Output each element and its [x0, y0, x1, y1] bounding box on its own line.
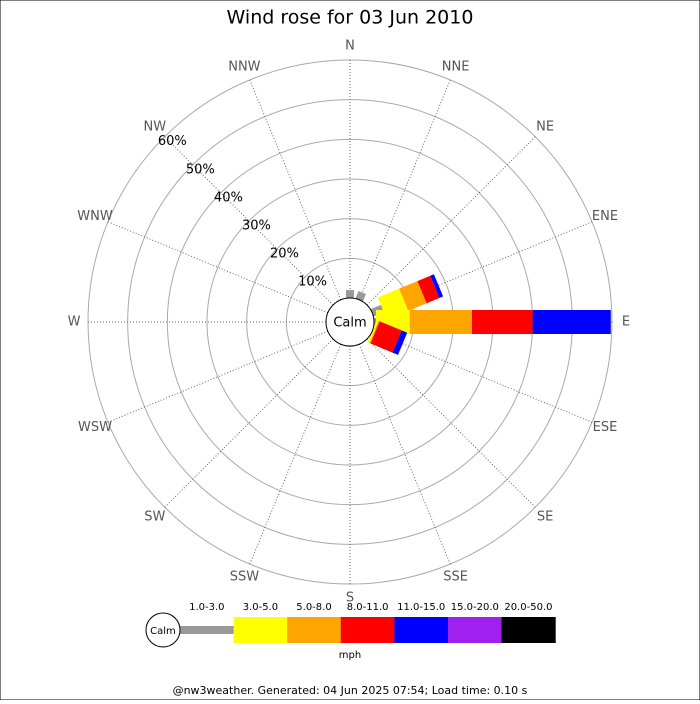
direction-bar	[374, 310, 611, 334]
bar-segment	[346, 290, 354, 298]
bar-segment	[355, 290, 366, 302]
direction-label: NNW	[228, 60, 260, 75]
r-tick-label: 10%	[298, 274, 327, 289]
r-tick-label: 50%	[186, 162, 215, 177]
direction-label: WSW	[78, 420, 112, 435]
legend-swatch	[180, 626, 235, 634]
calm-label: Calm	[333, 316, 366, 331]
direction-bar	[355, 290, 366, 302]
spoke	[107, 221, 329, 314]
bar-segment	[399, 281, 427, 311]
direction-bar	[367, 320, 408, 355]
legend-swatch	[340, 617, 395, 643]
direction-label: NNE	[442, 60, 470, 75]
spoke	[358, 343, 451, 565]
legend-label: 3.0-5.0	[243, 602, 278, 613]
bar-segment	[370, 321, 402, 353]
spoke	[366, 136, 536, 306]
direction-label: SW	[144, 510, 165, 525]
legend-swatch	[501, 617, 556, 643]
bar-segment	[417, 275, 440, 304]
direction-label: E	[622, 315, 630, 330]
direction-label: SE	[537, 510, 553, 525]
bar-segment	[430, 274, 444, 298]
r-tick-label: 60%	[158, 134, 187, 149]
bar-segment	[471, 310, 533, 334]
bar-segment	[392, 330, 408, 355]
legend-label: 1.0-3.0	[189, 602, 224, 613]
legend-label: 5.0-8.0	[296, 602, 331, 613]
chart-title: Wind rose for 03 Jun 2010	[227, 7, 474, 29]
r-tick-label: 20%	[270, 246, 299, 261]
direction-label: NE	[536, 119, 554, 134]
spoke	[249, 79, 342, 301]
footer: @nw3weather. Generated: 04 Jun 2025 07:5…	[173, 684, 528, 697]
spoke	[107, 330, 329, 423]
direction-label: NW	[144, 119, 167, 134]
spoke	[366, 338, 536, 508]
legend-swatch	[394, 617, 449, 643]
direction-label: SSE	[443, 569, 468, 584]
legend-swatch	[287, 617, 342, 643]
legend-label: 11.0-15.0	[397, 602, 445, 613]
bar-segment	[409, 310, 472, 334]
spoke	[164, 136, 334, 306]
bar-segment	[532, 310, 611, 334]
bar-segment	[369, 320, 380, 344]
direction-label: W	[68, 315, 81, 330]
direction-label: WNW	[77, 209, 113, 224]
spoke	[371, 330, 593, 423]
spoke	[358, 79, 451, 301]
legend-calm-circle	[145, 612, 181, 648]
spoke	[164, 338, 334, 508]
spoke	[249, 343, 342, 565]
direction-label: ENE	[592, 209, 618, 224]
r-tick-label: 40%	[214, 190, 243, 205]
direction-label: SSW	[230, 569, 260, 584]
direction-label: ESE	[593, 420, 618, 435]
bar-segment	[374, 318, 376, 326]
legend-swatch	[448, 617, 503, 643]
legend-swatch	[233, 617, 288, 643]
legend-calm-label: Calm	[150, 626, 176, 637]
calm-circle	[325, 297, 375, 347]
legend-label: 20.0-50.0	[504, 602, 552, 613]
direction-label: S	[346, 591, 354, 606]
r-tick-label: 30%	[242, 218, 271, 233]
legend-label: 15.0-20.0	[451, 602, 499, 613]
legend-label: 8.0-11.0	[347, 602, 389, 613]
legend-unit: mph	[339, 650, 361, 661]
direction-label: N	[345, 39, 355, 54]
direction-bar	[346, 290, 354, 298]
bar-segment	[367, 320, 379, 344]
